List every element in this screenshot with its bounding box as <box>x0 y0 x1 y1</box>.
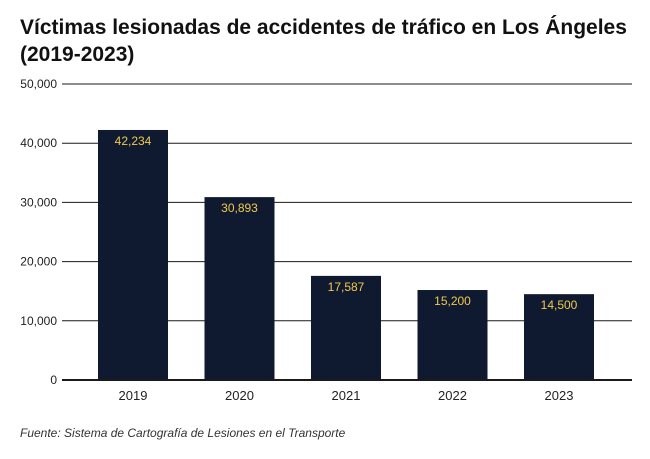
y-tick-label: 10,000 <box>20 314 57 328</box>
x-tick-label: 2021 <box>332 388 361 403</box>
bar <box>98 129 168 380</box>
bar <box>524 294 594 380</box>
x-axis: 2019 2020 2021 2022 2023 <box>119 388 574 403</box>
bar <box>417 290 488 380</box>
bar-value-label: 42,234 <box>115 134 152 148</box>
y-tick-label: 0 <box>50 373 57 387</box>
value-labels: 42,234 30,893 17,587 15,200 14,500 <box>115 134 578 312</box>
bar-value-label: 30,893 <box>221 201 258 215</box>
chart-title: Víctimas lesionadas de accidentes de trá… <box>20 16 627 66</box>
x-tick-label: 2022 <box>438 388 467 403</box>
bar <box>311 275 381 380</box>
bar <box>204 197 275 380</box>
bar-value-label: 15,200 <box>434 294 471 308</box>
source-note: Fuente: Sistema de Cartografía de Lesion… <box>20 426 346 440</box>
y-axis: 0 10,000 20,000 30,000 40,000 50,000 <box>20 77 57 387</box>
x-tick-label: 2023 <box>545 388 574 403</box>
bar-value-label: 17,587 <box>328 280 365 294</box>
bar-value-label: 14,500 <box>541 298 578 312</box>
x-tick-label: 2019 <box>119 388 148 403</box>
bars <box>98 129 594 380</box>
y-tick-label: 30,000 <box>20 195 57 209</box>
x-tick-label: 2020 <box>225 388 254 403</box>
bar-chart: 0 10,000 20,000 30,000 40,000 50,000 42,234 30… <box>20 77 632 403</box>
y-tick-label: 50,000 <box>20 77 57 91</box>
y-tick-label: 40,000 <box>20 136 57 150</box>
y-tick-label: 20,000 <box>20 255 57 269</box>
